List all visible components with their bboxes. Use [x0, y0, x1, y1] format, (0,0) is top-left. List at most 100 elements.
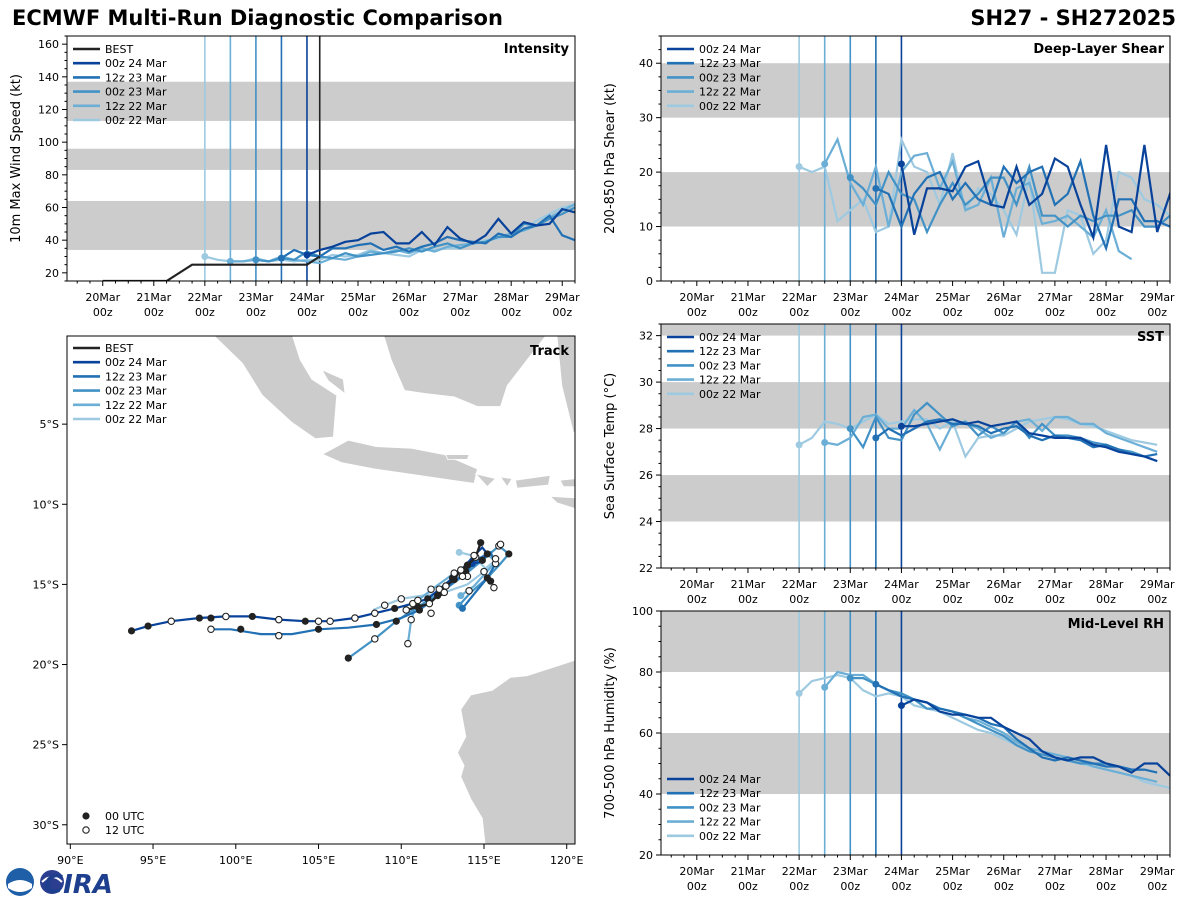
y-tick-label: 120: [38, 104, 59, 117]
y-tick-label: 40: [639, 57, 653, 70]
land-borneo: [383, 336, 547, 407]
track-line-12z-23-mar: [211, 550, 497, 636]
x-tick-label: 00z: [789, 306, 809, 319]
series-start-point: [821, 439, 829, 447]
land-bali: [474, 473, 497, 488]
marker-00utc: [392, 617, 400, 625]
x-tick-label: 20Mar: [85, 291, 120, 304]
y-axis-label: 700-500 hPa Humidity (%): [603, 647, 618, 819]
sst-plot-area: [661, 324, 1170, 568]
x-tick-label: 90°E: [57, 854, 83, 867]
land-sumbawa: [514, 474, 551, 489]
y-tick-label: 20°S: [33, 659, 59, 672]
x-tick-label: 00z: [1096, 306, 1116, 319]
marker-12utc: [380, 601, 389, 609]
x-tick-label: 00z: [501, 306, 521, 319]
threshold-band: [661, 324, 1170, 336]
x-tick-label: 28Mar: [1089, 291, 1124, 304]
panel-title: Deep-Layer Shear: [1033, 42, 1164, 57]
threshold-band: [661, 63, 1170, 118]
marker-12utc: [404, 639, 412, 648]
x-tick-label: 00z: [195, 306, 215, 319]
rh-chart: 20 40 60 80 100 20Mar 00z 21Mar 00z 22Mar 00z 23Mar…: [603, 605, 1175, 893]
x-tick-label: 25Mar: [935, 291, 970, 304]
x-tick-label: 22Mar: [187, 291, 222, 304]
x-tick-label: 21Mar: [731, 578, 766, 591]
marker-00utc: [248, 612, 256, 621]
x-tick-label: 29Mar: [1140, 291, 1175, 304]
legend-label: 12z 22 Mar: [699, 86, 761, 99]
legend-label: 12z 22 Mar: [699, 816, 761, 829]
y-tick-label: 80: [45, 169, 59, 182]
threshold-band: [661, 611, 1170, 672]
series-line-00z-24-mar: [901, 418, 1158, 463]
series-line-12z-23-mar: [875, 157, 1170, 252]
x-tick-label: 00z: [93, 306, 113, 319]
series-start-point: [226, 257, 234, 265]
land-sumatra: [213, 336, 338, 440]
legend-label: 00 UTC: [105, 810, 145, 823]
x-tick-label: 24Mar: [884, 291, 919, 304]
y-tick-label: 160: [38, 38, 59, 51]
x-tick-label: 21Mar: [731, 291, 766, 304]
y-axis-label: 10m Max Wind Speed (kt): [9, 74, 24, 243]
land-sumba: [549, 495, 575, 509]
x-tick-label: 00z: [687, 880, 707, 893]
x-tick-label: 20Mar: [679, 291, 714, 304]
marker-12utc: [425, 599, 434, 608]
x-tick-label: 27Mar: [443, 291, 478, 304]
series-start-point: [252, 256, 260, 264]
x-tick-label: 00z: [994, 593, 1014, 606]
marker-00utc: [505, 550, 513, 558]
marker-12utc: [371, 609, 379, 617]
marker-00utc: [127, 627, 136, 635]
y-tick-label: 0: [646, 275, 653, 288]
marker-12utc: [427, 585, 435, 593]
series-start-point: [897, 160, 905, 168]
y-tick-label: 20: [639, 849, 653, 862]
x-tick-label: 24Mar: [290, 291, 325, 304]
x-tick-label: 95°E: [140, 854, 166, 867]
marker-12utc: [326, 617, 334, 625]
marker-12utc: [491, 555, 500, 563]
x-tick-label: 105°E: [302, 854, 335, 867]
series-start-point: [846, 174, 854, 182]
plot-frame: [66, 335, 576, 845]
storm-id-title: SH27 - SH272025: [970, 6, 1176, 30]
threshold-band: [67, 81, 575, 121]
x-tick-label: 110°E: [385, 854, 418, 867]
x-tick-label: 00z: [892, 593, 912, 606]
marker-00utc: [477, 539, 485, 547]
legend-label: BEST: [105, 43, 133, 56]
series-start-point: [303, 251, 311, 259]
y-tick-label: 32: [639, 330, 653, 343]
x-tick-label: 00z: [840, 880, 860, 893]
legend-label: 00z 23 Mar: [699, 801, 761, 814]
y-axis-label: Sea Surface Temp (°C): [603, 373, 618, 520]
series-start-point: [201, 253, 209, 260]
x-tick-label: 22Mar: [782, 291, 817, 304]
series-start-point: [846, 674, 854, 682]
y-tick-label: 20: [45, 267, 59, 280]
marker-12utc: [407, 615, 415, 624]
y-tick-label: 100: [38, 136, 59, 149]
marker-00utc: [463, 561, 472, 569]
x-tick-label: 28Mar: [1089, 865, 1124, 878]
series-start-point: [897, 702, 905, 710]
track-map-area: [127, 336, 575, 844]
y-tick-label: 28: [639, 423, 653, 436]
intensity-chart: 20 40 60 80 100 120 140 160 20Mar 00z 21Mar 00z 22Ma…: [9, 35, 580, 319]
y-tick-label: 30: [639, 112, 653, 125]
x-tick-label: 20Mar: [679, 578, 714, 591]
legend-label: 00z 23 Mar: [699, 71, 761, 84]
threshold-band: [67, 200, 575, 250]
marker-00utc: [415, 606, 424, 614]
x-tick-label: 28Mar: [494, 291, 529, 304]
marker-12utc: [457, 566, 465, 574]
panel-title: Intensity: [504, 42, 570, 57]
track-start-point: [458, 604, 466, 612]
land-lombok: [499, 476, 513, 488]
x-tick-label: 00z: [840, 593, 860, 606]
threshold-band: [661, 382, 1170, 429]
series-start-point: [897, 422, 905, 430]
